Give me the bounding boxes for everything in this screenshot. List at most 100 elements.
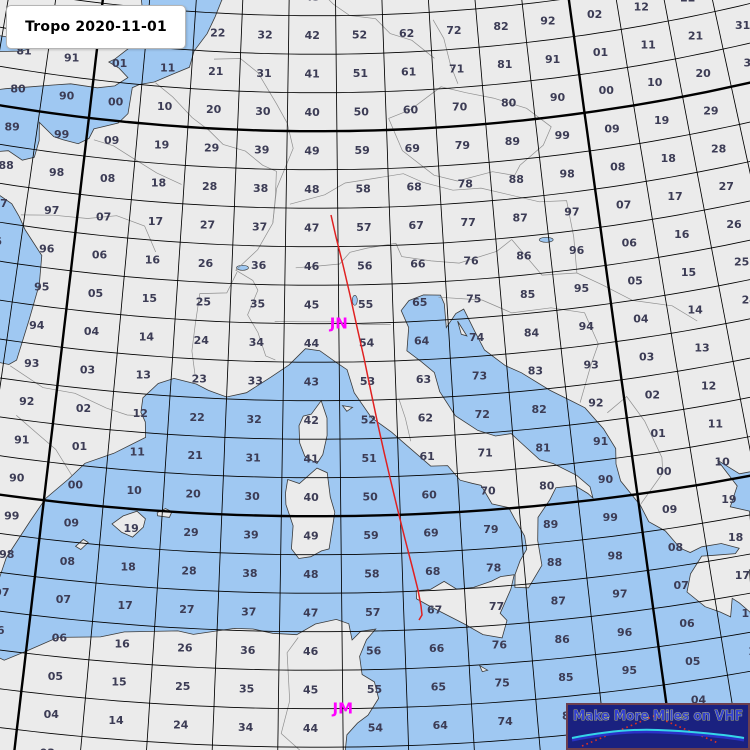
grid-cell-label: 17 (148, 215, 163, 228)
tropo-duct-dotted-path (581, 715, 719, 747)
grid-cell-label: 80 (539, 480, 555, 493)
grid-cell-label: 64 (414, 335, 430, 348)
grid-cell-label: 05 (88, 287, 103, 300)
grid-cell-label: 37 (241, 606, 256, 619)
border-line (191, 272, 238, 377)
border-line (213, 58, 294, 224)
border-line (16, 415, 73, 476)
grid-cell-label: 25 (175, 680, 190, 693)
grid-cell-label: 00 (599, 84, 615, 97)
border-line (432, 19, 459, 84)
grid-cell-label: 90 (9, 472, 25, 485)
tropo-path-line (330, 214, 423, 621)
grid-cell-label: 52 (361, 413, 376, 426)
grid-cell-label: 05 (685, 655, 700, 668)
grid-cell-label: 43 (305, 0, 320, 4)
grid-cell-label: 58 (355, 183, 370, 196)
grid-cell-label: 30 (744, 57, 750, 70)
grid-cell-label: 26 (177, 642, 193, 655)
grid-cell-label: 12 (634, 0, 649, 13)
grid-cell-label: 76 (492, 638, 508, 651)
grid-parallel (0, 436, 750, 479)
grid-cell-label: 21 (688, 29, 703, 42)
grid-cell-label: 99 (603, 511, 618, 524)
grid-cell-label: 99 (54, 128, 69, 141)
grid-cell-label: 08 (60, 555, 75, 568)
grid-cell-label: 68 (407, 181, 422, 194)
grid-cell-label: 31 (256, 67, 271, 80)
grid-cell-label: 86 (554, 633, 570, 646)
grid-cell-label: 06 (52, 632, 68, 645)
grid-parallel (0, 357, 750, 402)
grid-cell-label: 02 (587, 8, 602, 21)
grid-cell-label: 75 (466, 293, 481, 306)
grid-cell-label: 46 (304, 260, 320, 273)
grid-cell-label: 40 (303, 491, 319, 504)
grid-cell-label: 27 (179, 603, 194, 616)
grid-cell-label: 88 (509, 173, 524, 186)
grid-parallel (0, 553, 750, 594)
grid-cell-label: 62 (418, 411, 433, 424)
grid-cell-label: 97 (564, 206, 579, 219)
grid-parallel (0, 42, 750, 94)
grid-cell-label: 97 (612, 588, 627, 601)
grid-cell-label: 06 (679, 617, 695, 630)
grid-cell-label: 54 (359, 336, 375, 349)
grid-cell-label: 77 (489, 600, 504, 613)
grid-parallel (73, 0, 561, 17)
grid-cell-label: 31 (246, 452, 261, 465)
grid-cell-label: 19 (154, 138, 169, 151)
grid-cell-label: 87 (512, 211, 527, 224)
border-line (10, 365, 146, 417)
grid-cell-label: 29 (183, 526, 198, 539)
grid-cell-label: 25 (196, 296, 211, 309)
grid-cell-label: 93 (24, 357, 39, 370)
grid-cell-label: 73 (472, 370, 487, 383)
grid-cell-label: 61 (401, 65, 416, 78)
grid-cell-label: 07 (616, 198, 631, 211)
grid-cell-label: 20 (185, 488, 201, 501)
grid-cell-label: 81 (497, 58, 512, 71)
grid-cell-label: 98 (49, 166, 64, 179)
grid-cell-label: 47 (304, 222, 319, 235)
grid-cell-label: 77 (460, 216, 475, 229)
border-line (155, 82, 277, 224)
grid-cell-label: 10 (647, 76, 663, 89)
grid-cell-label: 98 (0, 548, 14, 561)
grid-cell-label: 70 (452, 101, 468, 114)
grid-cell-label: 10 (157, 100, 173, 113)
border-line (388, 86, 552, 182)
grid-cell-label: 64 (433, 719, 449, 732)
grid-parallel (0, 396, 750, 440)
grid-cell-label: 28 (711, 142, 726, 155)
grid-cell-label: 48 (303, 568, 318, 581)
grid-cell-label: 16 (674, 228, 690, 241)
border-line (438, 296, 483, 301)
grid-parallel (0, 81, 750, 133)
grid-cell-label: 20 (696, 67, 712, 80)
sea-region (0, 195, 43, 365)
grid-cell-label: 51 (353, 67, 368, 80)
island (341, 405, 354, 412)
grid-cell-label: 19 (654, 114, 669, 127)
grid-cell-label: 87 (551, 595, 566, 608)
grid-cell-label: 67 (427, 604, 442, 617)
grid-cell-label: 10 (127, 484, 143, 497)
grid-cell-label: 18 (728, 531, 743, 544)
grid-cell-label: 03 (639, 351, 654, 364)
watermark-art: Make More Miles on VHF (571, 709, 745, 747)
grid-cell-label: 15 (748, 645, 750, 658)
grid-cell-label: 07 (56, 593, 71, 606)
grid-cell-label: 72 (475, 408, 490, 421)
grid-cell-label: 01 (593, 46, 608, 59)
grid-cell-label: 04 (44, 708, 60, 721)
grid-cell-label: 78 (458, 178, 473, 191)
grid-cell-label: 92 (19, 395, 34, 408)
grid-cell-label: 02 (76, 402, 91, 415)
grid-cell-label: 41 (305, 68, 320, 81)
grid-cell-label: 95 (574, 282, 589, 295)
grid-cell-label: 89 (4, 121, 19, 134)
grid-cell-label: 17 (117, 599, 132, 612)
